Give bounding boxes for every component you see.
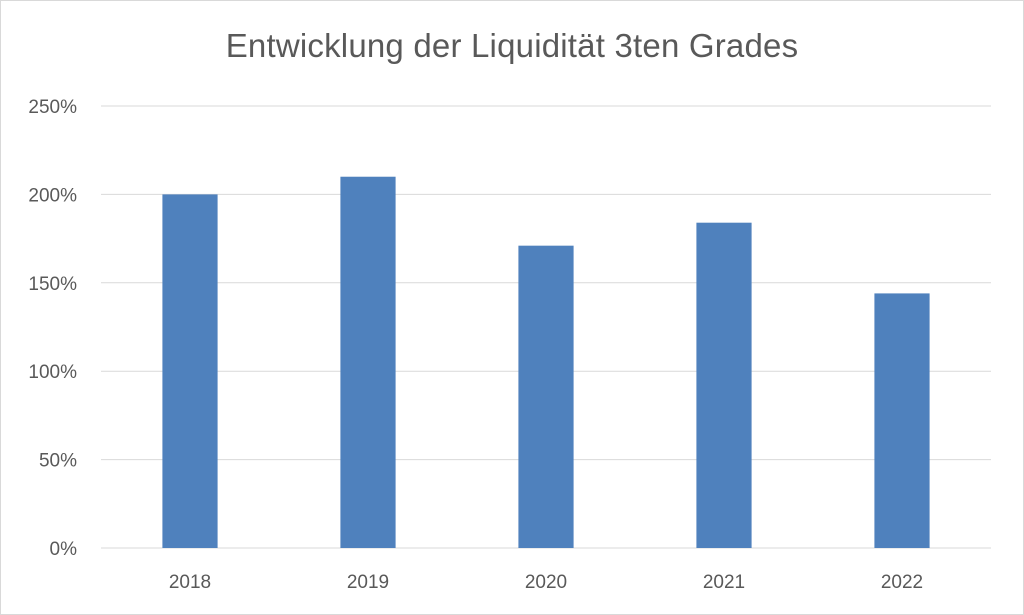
y-tick-label: 150% <box>28 274 77 295</box>
y-tick-label: 0% <box>50 539 78 560</box>
chart-title: Entwicklung der Liquidität 3ten Grades <box>225 27 799 64</box>
x-tick-label: 2021 <box>703 572 745 593</box>
bar-2020 <box>518 245 574 548</box>
x-tick-label: 2018 <box>169 572 211 593</box>
bar-2022 <box>874 293 930 548</box>
y-tick-label: 50% <box>39 451 77 472</box>
y-tick-label: 200% <box>28 185 77 206</box>
bar-2021 <box>696 222 752 549</box>
bar-2018 <box>162 194 218 548</box>
y-tick-label: 250% <box>28 97 77 118</box>
bar-2019 <box>340 176 396 548</box>
x-tick-label: 2020 <box>525 572 567 593</box>
x-tick-label: 2022 <box>881 572 923 593</box>
y-tick-label: 100% <box>28 362 77 383</box>
x-tick-label: 2019 <box>347 572 389 593</box>
